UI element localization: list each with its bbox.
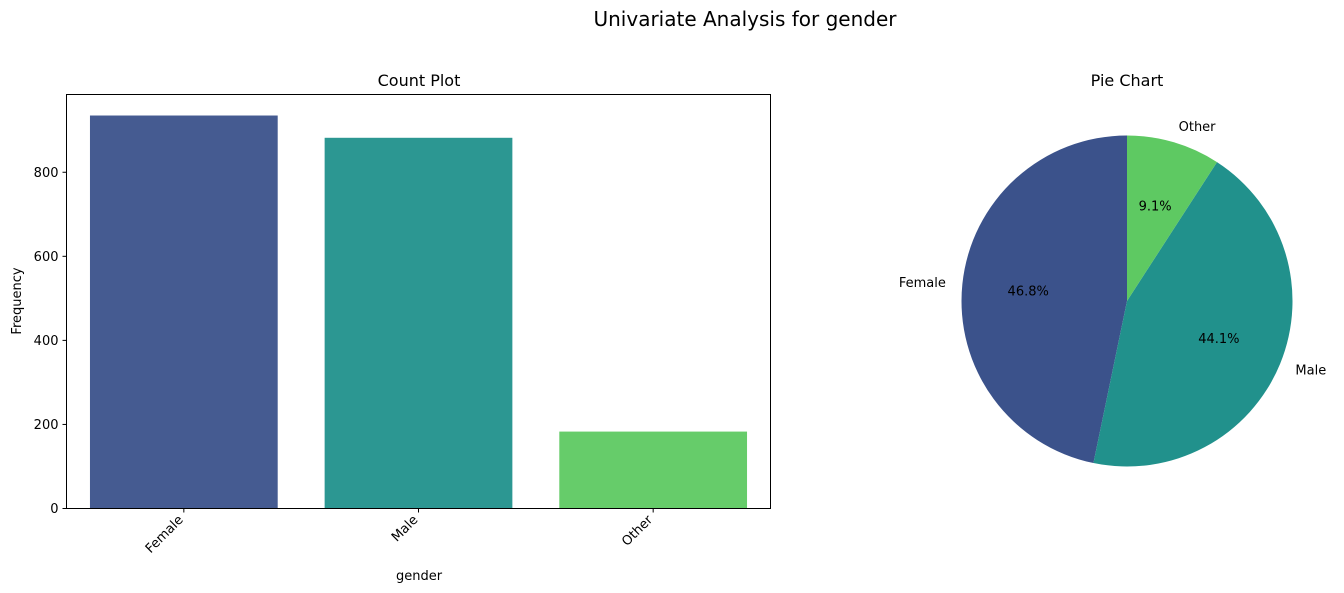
bar-other — [559, 431, 748, 509]
pie-labels: Female 46.8% Male 44.1% Other 9.1% — [899, 120, 1326, 379]
x-axis-label: gender — [396, 569, 443, 584]
pie-percent-female: 46.8% — [1008, 284, 1049, 299]
y-tick-label: 200 — [34, 418, 59, 433]
y-tick-label: 600 — [34, 250, 59, 265]
pie-slice-female — [961, 135, 1127, 464]
bar-female — [89, 115, 278, 509]
count-plot: Count Plot 0 200 400 600 800 Female Male Other… — [10, 71, 771, 584]
plot-frame — [66, 94, 771, 509]
count-plot-title: Count Plot — [378, 71, 461, 90]
pie-label-male: Male — [1295, 364, 1326, 379]
x-tick-label: Male — [389, 513, 421, 545]
pie-percent-male: 44.1% — [1198, 332, 1239, 347]
pie-percent-other: 9.1% — [1139, 199, 1172, 214]
pie-chart: Pie Chart Female 46.8% Male 44.1% Other 9.1% — [899, 71, 1326, 467]
pie-label-other: Other — [1179, 120, 1217, 135]
pie-slice-male — [1093, 162, 1293, 467]
y-axis: 0 200 400 600 800 — [34, 166, 67, 517]
pie-label-female: Female — [899, 276, 946, 291]
bar-male — [324, 137, 513, 509]
x-axis: Female Male Other — [143, 508, 656, 557]
bar-group — [89, 115, 748, 509]
pie-slices — [961, 135, 1293, 467]
pie-chart-title: Pie Chart — [1091, 71, 1164, 90]
y-tick-label: 400 — [34, 334, 59, 349]
x-tick-label: Female — [143, 513, 187, 557]
y-tick-label: 800 — [34, 166, 59, 181]
x-tick-label: Other — [619, 512, 656, 549]
y-axis-label: Frequency — [10, 267, 25, 334]
y-tick-label: 0 — [50, 502, 58, 517]
pie-slice-other — [1127, 135, 1217, 301]
figure-title: Univariate Analysis for gender — [593, 7, 897, 31]
